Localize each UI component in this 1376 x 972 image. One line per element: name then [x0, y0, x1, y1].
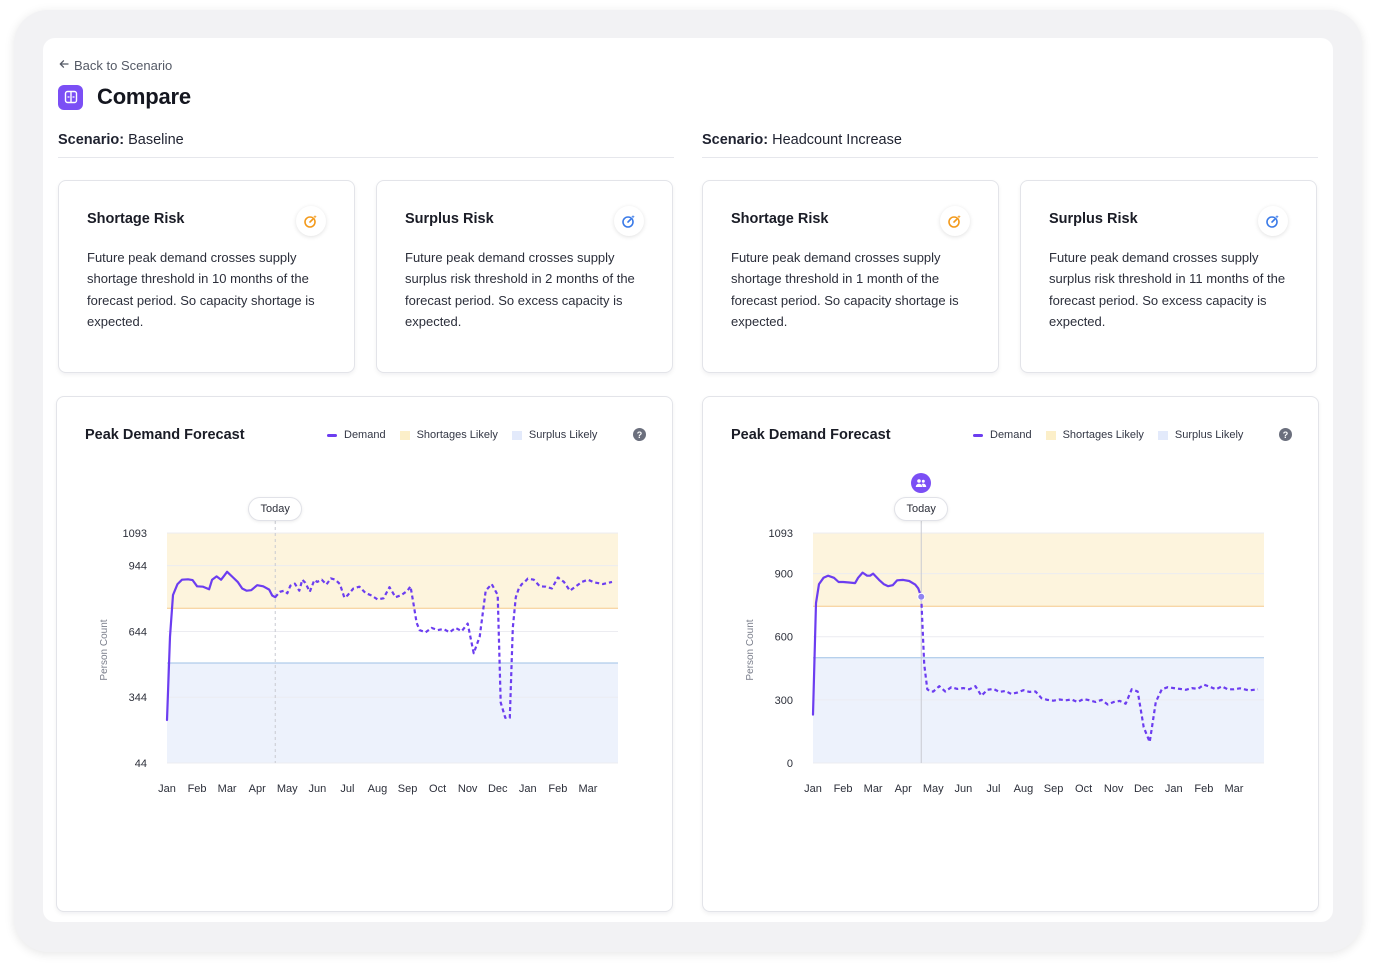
surplus-band [167, 663, 618, 763]
x-tick-label: Sep [1044, 783, 1064, 795]
surplus-risk-icon [614, 206, 644, 236]
today-point [917, 592, 926, 601]
chart-card-baseline: Peak Demand Forecast Demand Shortages Li… [56, 396, 673, 912]
legend-item-demand: Demand [973, 429, 1032, 441]
y-tick-label: 344 [129, 692, 147, 704]
y-tick-label: 1093 [123, 528, 147, 540]
demand-line-forecast [920, 596, 1259, 744]
card-text: Future peak demand crosses supply shorta… [731, 250, 959, 329]
shortage-risk-icon [940, 206, 970, 236]
chart-legend: Demand Shortages Likely Surplus Likely [973, 429, 1257, 441]
x-tick-label: Sep [398, 783, 418, 795]
demand-line-actual [165, 570, 277, 722]
shortage-band [813, 533, 1264, 607]
chart-legend: Demand Shortages Likely Surplus Likely [327, 429, 611, 441]
card-text: Future peak demand crosses supply shorta… [87, 250, 315, 329]
risk-card-shortage: Shortage Risk Future peak demand crosses… [58, 180, 355, 373]
x-tick-label: Dec [488, 783, 508, 795]
card-title: Shortage Risk [731, 211, 829, 227]
shortage-risk-icon [296, 206, 326, 236]
x-tick-label: Feb [188, 783, 207, 795]
chart-plot: 44 344 644 944 1093 Person Count Jan Feb Mar Apr M… [99, 521, 618, 795]
x-tick-label: May [277, 783, 298, 795]
scenario-label: Scenario: [702, 132, 769, 148]
x-tick-label: Jan [1165, 783, 1183, 795]
scenario-name: Headcount Increase [772, 132, 902, 148]
card-text: Future peak demand crosses supply surplu… [405, 250, 635, 329]
compare-icon [58, 84, 83, 110]
x-tick-label: Jul [340, 783, 354, 795]
chart-plot: 0 300 600 900 1093 Person Count Jan Feb Mar Apr Ma… [745, 521, 1264, 795]
demand-line-forecast [274, 576, 613, 719]
scenario-label: Scenario: [58, 132, 125, 148]
y-axis-label: Person Count [745, 619, 756, 680]
today-marker: Today [248, 497, 303, 521]
x-tick-label: Dec [1134, 783, 1154, 795]
surplus-risk-icon [1258, 206, 1288, 236]
x-tick-label: Mar [218, 783, 237, 795]
x-tick-label: Feb [834, 783, 853, 795]
y-tick-label: 300 [775, 695, 793, 707]
risk-card-surplus: Surplus Risk Future peak demand crosses … [1020, 180, 1317, 373]
x-tick-label: May [923, 783, 944, 795]
chart-title: Peak Demand Forecast [85, 427, 245, 443]
legend-item-demand: Demand [327, 429, 386, 441]
surplus-band [813, 657, 1264, 763]
demand-line-actual [811, 571, 923, 716]
x-tick-label: Jun [308, 783, 326, 795]
back-link-label: Back to Scenario [74, 58, 173, 73]
legend-item-surplus: Surplus Likely [1157, 429, 1243, 441]
x-tick-label: Jan [158, 783, 176, 795]
x-tick-label: Mar [1224, 783, 1243, 795]
help-icon[interactable]: ? [633, 428, 646, 441]
x-tick-label: Mar [864, 783, 883, 795]
x-tick-label: Nov [1104, 783, 1124, 795]
y-tick-label: 44 [135, 758, 147, 770]
x-tick-label: Feb [548, 783, 567, 795]
y-tick-label: 900 [775, 569, 793, 581]
card-title: Shortage Risk [87, 211, 185, 227]
arrow-left-icon [58, 58, 70, 73]
legend-item-shortages: Shortages Likely [399, 429, 498, 441]
y-tick-label: 644 [129, 626, 147, 638]
x-tick-label: Apr [249, 783, 266, 795]
page-title: Compare [97, 84, 191, 109]
legend-item-surplus: Surplus Likely [511, 429, 597, 441]
x-tick-label: Jul [986, 783, 1000, 795]
risk-card-shortage: Shortage Risk Future peak demand crosses… [702, 180, 999, 373]
x-tick-label: Jun [954, 783, 972, 795]
scenario-header-baseline: Scenario: Baseline [58, 132, 674, 158]
y-tick-label: 944 [129, 561, 147, 573]
x-tick-label: Oct [429, 783, 446, 795]
card-title: Surplus Risk [405, 211, 494, 227]
shortage-band [167, 533, 618, 609]
page-header: Compare [58, 84, 191, 110]
x-tick-label: Apr [895, 783, 912, 795]
risk-card-surplus: Surplus Risk Future peak demand crosses … [376, 180, 673, 373]
legend-item-shortages: Shortages Likely [1045, 429, 1144, 441]
today-marker: Today [894, 497, 949, 521]
chart-card-headcount: Peak Demand Forecast Demand Shortages Li… [702, 396, 1319, 912]
y-tick-label: 600 [775, 632, 793, 644]
x-tick-label: Oct [1075, 783, 1092, 795]
y-tick-label: 0 [787, 758, 793, 770]
y-tick-label: 1093 [769, 528, 793, 540]
x-tick-label: Mar [578, 783, 597, 795]
x-tick-label: Feb [1194, 783, 1213, 795]
chart-title: Peak Demand Forecast [731, 427, 891, 443]
help-icon[interactable]: ? [1279, 428, 1292, 441]
card-title: Surplus Risk [1049, 211, 1138, 227]
scenario-name: Baseline [128, 132, 184, 148]
people-icon[interactable] [911, 473, 932, 493]
x-tick-label: Nov [458, 783, 478, 795]
x-tick-label: Aug [1014, 783, 1034, 795]
x-tick-label: Aug [368, 783, 388, 795]
back-link[interactable]: Back to Scenario [58, 58, 172, 73]
scenario-header-headcount: Scenario: Headcount Increase [702, 132, 1318, 158]
x-tick-label: Jan [804, 783, 822, 795]
x-tick-label: Jan [519, 783, 537, 795]
card-text: Future peak demand crosses supply surplu… [1049, 250, 1286, 329]
y-axis-label: Person Count [99, 619, 110, 680]
